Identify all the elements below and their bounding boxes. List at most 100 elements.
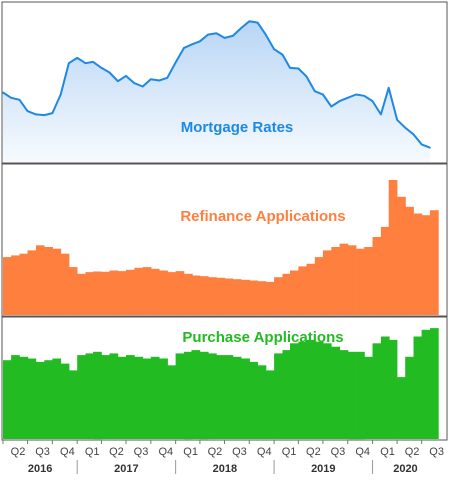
purchase-bar [134,356,144,439]
x-tick-label: Q4 [158,446,173,458]
purchase-bar [208,353,217,439]
purchase-bar [85,353,95,439]
x-tick-label: Q2 [208,446,223,458]
refinance-bar [159,270,168,315]
rate-point [166,77,169,79]
refinance-bar [150,268,160,315]
purchase-bar [388,339,398,439]
purchase-bar [298,341,308,439]
rate-point [240,27,242,29]
rate-point [420,143,423,146]
purchase-bar [380,336,390,439]
purchase-bar [27,358,37,439]
rate-point [363,95,365,97]
rate-point [207,33,209,36]
refinance-bar [134,267,144,315]
rate-point [26,110,29,112]
rate-point [18,99,21,101]
purchase-bar [93,351,102,440]
purchase-bar [199,351,209,440]
purchase-bar [191,350,201,439]
purchase-bar [44,360,53,439]
x-tick-label: Q3 [232,446,247,458]
purchase-bar [216,355,226,439]
purchase-bar [421,329,431,439]
purchase-bar [184,351,193,440]
purchase-bar [35,361,45,439]
x-tick-label: Q1 [85,446,100,458]
x-tick-label: Q4 [60,446,75,458]
refinance-bar [167,272,176,315]
purchase-bar [274,353,283,439]
purchase-bar [430,328,439,439]
purchase-bar [167,365,176,439]
rate-point [371,100,374,102]
purchase-bar [109,353,119,439]
rate-point [68,62,70,65]
rate-point [190,43,193,46]
refinance-bar [19,253,29,315]
refinance-bar [60,253,70,315]
purchase-bar [265,370,275,439]
refinance-bar [331,247,340,315]
refinance-bar [282,273,292,315]
purchase-bar [159,358,168,439]
rate-point [248,20,251,23]
rate-point [158,79,160,82]
x-tick-label: Q1 [380,446,395,458]
refinance-bar [216,277,226,315]
rate-point [2,91,4,94]
refinance-bar [356,248,365,315]
refinance-bar [314,257,324,315]
rate-point [330,105,333,108]
refinance-bar [241,279,250,315]
refinance-bar [265,281,275,315]
rate-point [183,47,185,49]
refinance-bar [405,206,414,315]
refinance-bar [380,226,390,315]
refinance-bar [27,250,37,315]
purchase-bar [290,343,299,439]
purchase-bar [224,355,234,439]
refinance-bar [93,271,102,315]
purchase-bar [11,355,20,439]
panel-title: Refinance Applications [180,208,345,225]
rate-point [346,97,349,99]
refinance-bar [199,276,209,315]
refinance-bar [232,279,242,315]
purchase-bar [413,336,423,439]
rate-point [108,71,111,74]
rate-point [51,112,54,114]
purchase-bar [364,356,373,439]
x-tick-label: Q2 [109,446,124,458]
refinance-bar [339,243,349,315]
refinance-bar [35,245,45,315]
refinance-bar [397,196,406,315]
refinance-bar [224,278,234,315]
refinance-bar [208,277,217,315]
chart-panels: Mortgage Rates Refinance Applications Purc… [1,1,448,441]
purchase-bar [322,343,332,439]
rate-point [314,90,316,92]
purchase-bar [175,353,185,439]
refinance-bar [290,270,299,315]
x-tick-label: Q3 [429,446,444,458]
rate-point [150,78,152,80]
rate-point [380,113,382,116]
rate-point [396,118,398,121]
purchase-bar [52,358,62,439]
x-tick-label: Q3 [35,446,50,458]
rate-point [59,93,62,96]
panel-3: Purchase Applications [1,316,448,441]
rate-point [43,114,46,116]
x-tick-label: Q4 [355,446,370,458]
year-label: 2016 [28,463,52,475]
rate-point [232,35,234,37]
rate-point [289,67,291,69]
rate-point [412,133,415,136]
purchase-bar [101,355,111,439]
refinance-bar [142,267,152,315]
purchase-bar [77,355,86,439]
